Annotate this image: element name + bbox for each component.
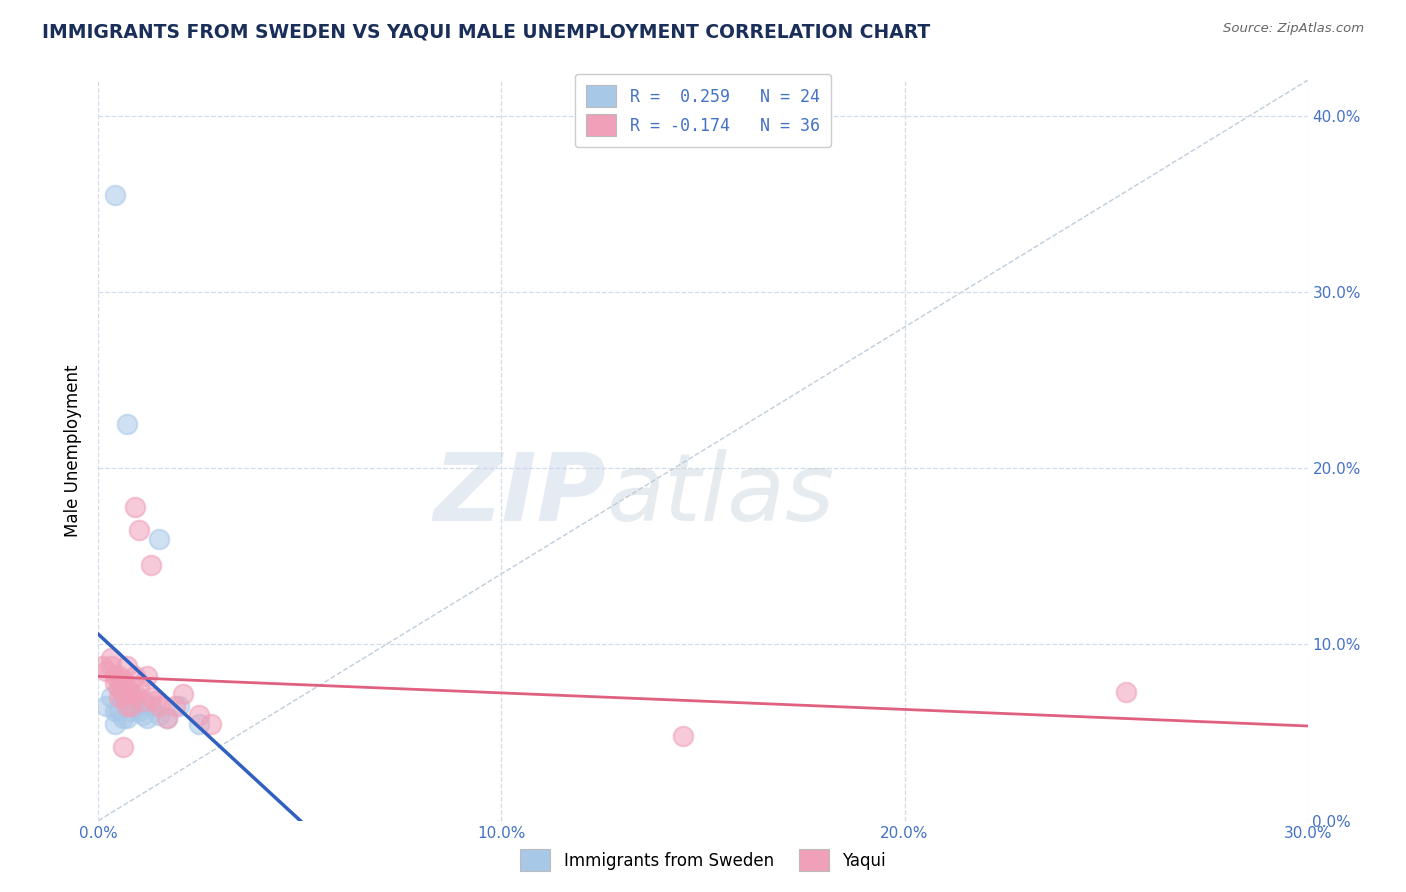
Point [135,669,157,683]
Point [103,187,125,202]
Point [135,711,157,725]
Point [672,729,695,743]
Point [111,711,134,725]
Y-axis label: Male Unemployment: Male Unemployment [65,364,83,537]
Point [120,704,142,718]
Point [172,687,194,701]
Point [96,664,118,678]
Point [115,694,138,708]
Text: IMMIGRANTS FROM SWEDEN VS YAQUI MALE UNEMPLOYMENT CORRELATION CHART: IMMIGRANTS FROM SWEDEN VS YAQUI MALE UNE… [42,22,931,41]
Point [132,707,155,722]
Point [100,651,122,665]
Point [96,699,118,714]
Point [188,707,211,722]
Point [124,699,146,714]
Point [107,681,129,696]
Point [167,699,190,714]
Point [115,711,138,725]
Point [115,699,138,714]
Point [111,687,134,701]
Point [163,699,186,714]
Point [115,658,138,673]
Point [115,681,138,696]
Point [111,739,134,754]
Point [1115,685,1137,699]
Point [103,676,125,690]
Point [107,681,129,696]
Point [91,658,114,673]
Point [124,687,146,701]
Text: Source: ZipAtlas.com: Source: ZipAtlas.com [1223,22,1364,36]
Point [139,558,162,572]
Point [148,707,170,722]
Point [148,532,170,546]
Point [103,669,125,683]
Point [111,673,134,687]
Point [139,699,162,714]
Text: atlas: atlas [606,450,835,541]
Point [132,694,155,708]
Point [124,500,146,514]
Point [156,711,179,725]
Point [100,690,122,705]
Point [100,658,122,673]
Point [111,690,134,705]
Point [128,523,150,537]
Point [124,669,146,683]
Point [111,676,134,690]
Point [120,687,142,701]
Point [107,690,129,705]
Text: ZIP: ZIP [433,449,606,541]
Legend: Immigrants from Sweden, Yaqui: Immigrants from Sweden, Yaqui [512,841,894,880]
Point [128,704,150,718]
Point [107,703,129,717]
Legend: R =  0.259   N = 24, R = -0.174   N = 36: R = 0.259 N = 24, R = -0.174 N = 36 [575,74,831,147]
Point [120,699,142,714]
Point [143,694,166,708]
Point [128,681,150,696]
Point [156,711,179,725]
Point [115,417,138,431]
Point [188,716,211,731]
Point [148,699,170,714]
Point [139,690,162,705]
Point [200,716,222,731]
Point [120,687,142,701]
Point [103,704,125,718]
Point [107,669,129,683]
Point [103,716,125,731]
